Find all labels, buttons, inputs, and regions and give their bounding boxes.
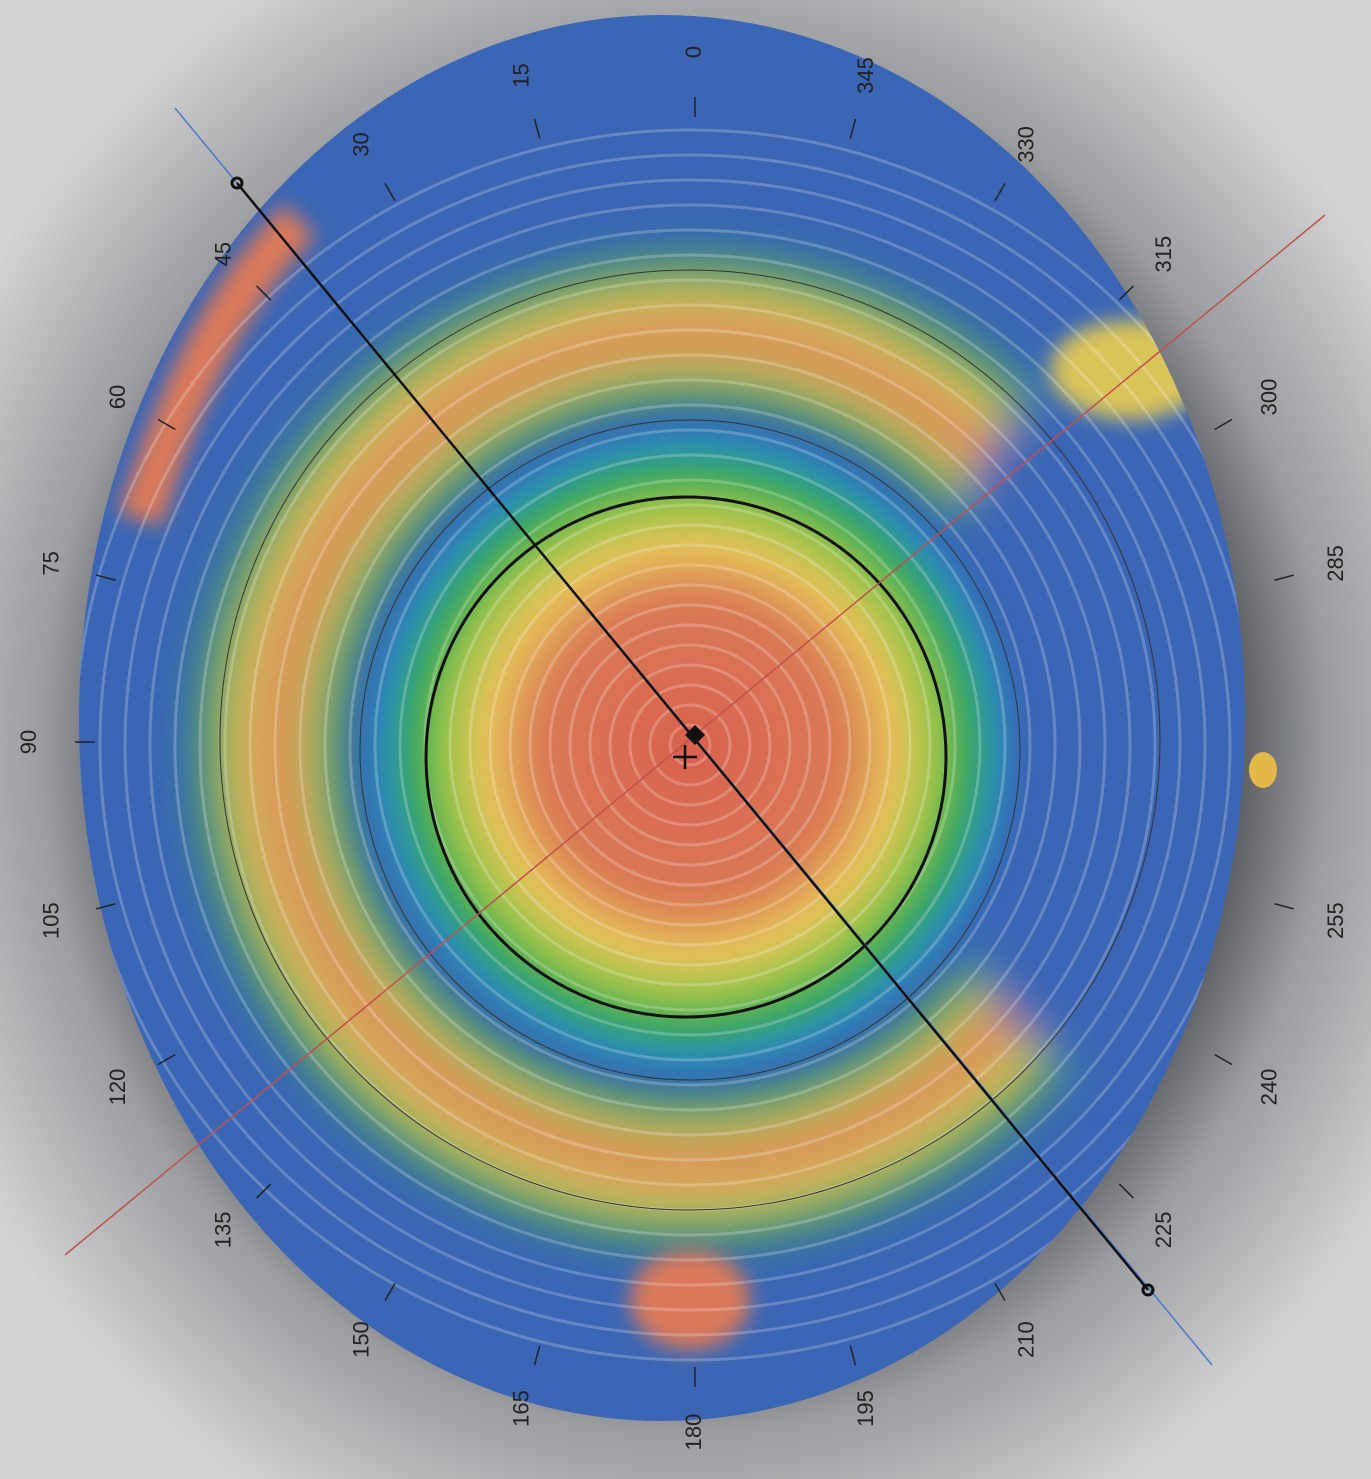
edge-spot <box>1249 752 1277 788</box>
angle-label: 300 <box>1257 379 1282 416</box>
angle-label: 60 <box>105 385 130 409</box>
angle-label: 195 <box>853 1390 878 1427</box>
angle-label: 150 <box>348 1321 373 1358</box>
angle-label: 0 <box>681 46 706 58</box>
angle-label: 135 <box>211 1212 236 1249</box>
angle-label: 90 <box>16 730 41 754</box>
angle-label: 285 <box>1323 545 1348 582</box>
angle-label: 75 <box>38 551 63 575</box>
angle-label: 255 <box>1323 902 1348 939</box>
angle-label: 225 <box>1151 1212 1176 1249</box>
angle-label: 120 <box>105 1069 130 1106</box>
angle-label: 165 <box>509 1390 534 1427</box>
angle-label: 240 <box>1257 1069 1282 1106</box>
angle-label: 15 <box>509 63 534 87</box>
angle-label: 345 <box>853 57 878 94</box>
angle-label: 30 <box>348 132 373 156</box>
angle-label: 330 <box>1013 126 1038 163</box>
angle-label: 180 <box>681 1414 706 1451</box>
topography-map: 0 15 30 45 60 75 90 105 120 135 150 165 180 195 210 225… <box>0 0 1371 1479</box>
angle-label: 315 <box>1151 236 1176 273</box>
angle-label: 210 <box>1013 1321 1038 1358</box>
angle-label: 105 <box>38 902 63 939</box>
angle-label: 45 <box>211 242 236 266</box>
